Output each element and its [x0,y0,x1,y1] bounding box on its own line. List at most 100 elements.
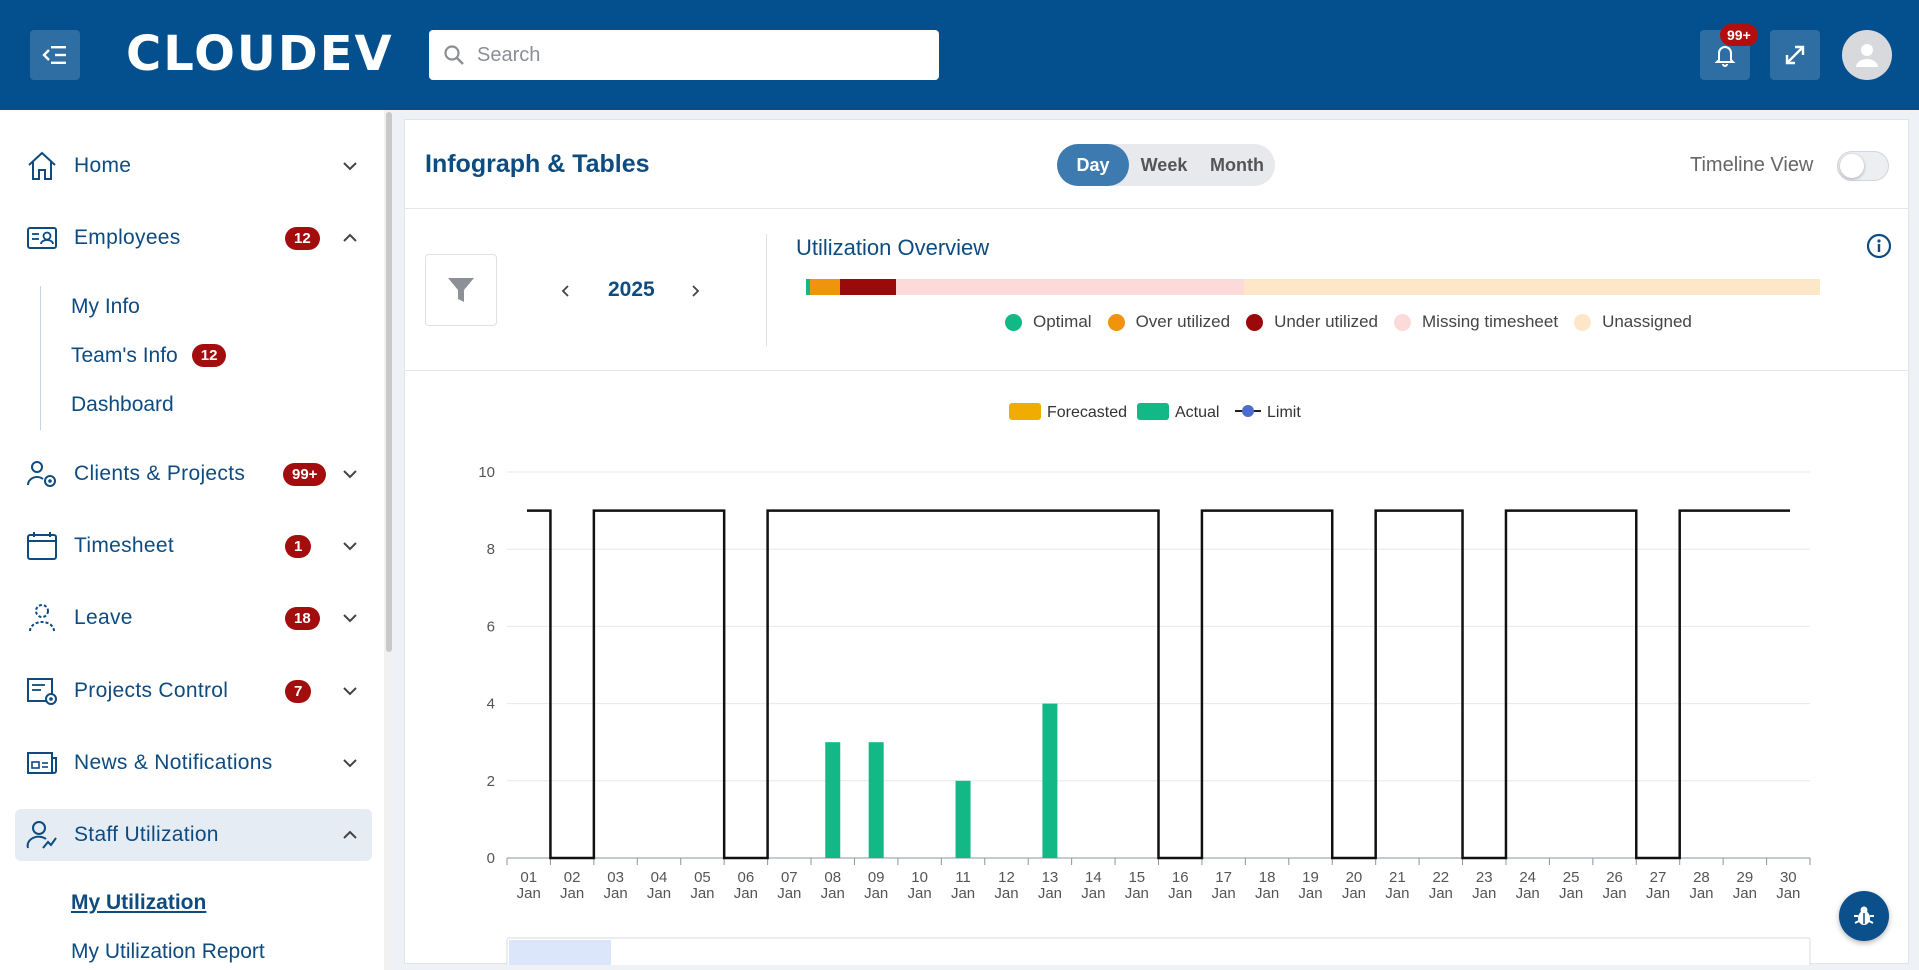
utilization-legend-item[interactable]: Optimal [1005,312,1092,332]
legend-label: Missing timesheet [1422,312,1559,331]
sidebar-subitem-my-utilization[interactable]: My Utilization [71,891,206,915]
x-tick-label: 14 [1085,869,1102,886]
chevron-right-icon [692,285,700,297]
chevron-down-icon [343,614,357,623]
legend-label: Optimal [1033,312,1092,331]
sidebar-scrollbar-thumb[interactable] [386,112,392,652]
x-tick-sublabel: Jan [1385,885,1409,902]
sidebar-item-clients-projects[interactable]: Clients & Projects 99+ [15,448,372,500]
x-tick-label: 29 [1737,869,1754,886]
vertical-divider [766,234,767,346]
x-tick-label: 04 [651,869,668,886]
x-tick-sublabel: Jan [690,885,714,902]
utilization-overview-title: Utilization Overview [796,235,990,260]
sidebar-item-employees[interactable]: Employees 12 [15,212,372,264]
home-icon [22,146,62,186]
x-tick-label: 03 [607,869,624,886]
fullscreen-button[interactable] [1770,30,1820,80]
x-tick-label: 02 [564,869,581,886]
sidebar-subitem-teams-info[interactable]: Team's Info 12 [71,344,227,368]
x-tick-sublabel: Jan [864,885,888,902]
leave-badge: 18 [285,606,320,630]
x-tick-sublabel: Jan [1255,885,1279,902]
legend-swatch-actual [1137,403,1169,420]
x-tick-label: 19 [1302,869,1319,886]
x-tick-sublabel: Jan [603,885,627,902]
timeline-view-toggle[interactable] [1837,151,1889,181]
y-tick-label: 8 [487,541,495,558]
x-tick-sublabel: Jan [1168,885,1192,902]
utilization-legend-item[interactable]: Missing timesheet [1394,312,1558,332]
x-tick-label: 09 [868,869,885,886]
year-label: 2025 [608,278,655,301]
person-chart-icon [22,815,62,855]
notifications-button[interactable]: 99+ [1700,24,1758,80]
x-tick-label: 30 [1780,869,1797,886]
utilization-legend-item[interactable]: Over utilized [1107,312,1230,332]
user-avatar[interactable] [1842,30,1892,80]
collapse-sidebar-button[interactable] [30,30,80,80]
x-tick-label: 17 [1215,869,1232,886]
timeline-view-label: Timeline View [1690,154,1814,176]
view-mode-month[interactable]: Month [1210,154,1264,175]
legend-dot [1574,313,1592,331]
x-tick-sublabel: Jan [1429,885,1453,902]
sidebar-item-label: Employees [74,226,181,249]
legend-dot [1107,313,1125,331]
x-tick-sublabel: Jan [1646,885,1670,902]
x-tick-label: 08 [824,869,841,886]
next-year-button[interactable] [684,280,706,302]
sidebar-subitem-my-utilization-report[interactable]: My Utilization Report [71,940,265,964]
legend-dot [1394,313,1412,331]
legend-label: Unassigned [1602,312,1692,331]
actual-bar [955,780,971,858]
info-icon[interactable] [1865,232,1893,260]
y-tick-label: 6 [487,618,495,635]
x-tick-label: 20 [1346,869,1363,886]
sidebar-item-staff-utilization[interactable]: Staff Utilization [15,809,372,861]
x-tick-label: 27 [1650,869,1667,886]
sidebar-item-home[interactable]: Home [15,140,372,192]
sidebar-item-timesheet[interactable]: Timesheet 1 [15,520,372,572]
y-tick-label: 10 [478,464,495,481]
legend-label: Limit [1267,404,1301,421]
utilization-legend-item[interactable]: Under utilized [1246,312,1378,332]
view-mode-week[interactable]: Week [1140,154,1188,175]
search-box[interactable] [429,30,939,80]
x-tick-label: 07 [781,869,798,886]
x-tick-sublabel: Jan [1298,885,1322,902]
x-tick-sublabel: Jan [1081,885,1105,902]
x-tick-sublabel: Jan [908,885,932,902]
utilization-segment-unassigned [1244,279,1820,295]
view-mode-day[interactable]: Day [1057,144,1129,186]
previous-year-button[interactable] [555,280,577,302]
x-tick-sublabel: Jan [560,885,584,902]
sidebar-item-leave[interactable]: Leave 18 [15,592,372,644]
x-tick-label: 01 [520,869,537,886]
chevron-up-icon [343,233,357,242]
limit-line [527,509,1790,860]
x-tick-sublabel: Jan [1559,885,1583,902]
legend-swatch-forecasted [1009,403,1041,420]
x-tick-sublabel: Jan [647,885,671,902]
employees-badge: 12 [285,226,320,250]
sidebar-subitem-my-info[interactable]: My Info [71,295,140,319]
legend-label: Forecasted [1047,404,1127,421]
sidebar-item-news-notifications[interactable]: News & Notifications [15,737,372,789]
bell-icon [1714,46,1736,67]
y-tick-label: 0 [487,850,495,867]
sidebar-item-projects-control[interactable]: Projects Control 7 [15,665,372,717]
submenu-guide-line [40,286,41,430]
actual-bar [868,742,884,858]
expand-icon [1785,45,1805,65]
x-tick-label: 16 [1172,869,1189,886]
divider [405,208,1908,209]
x-tick-label: 05 [694,869,711,886]
notifications-badge: 99+ [1720,24,1758,46]
report-bug-button[interactable] [1839,891,1889,941]
divider [405,370,1908,371]
search-input[interactable] [477,43,917,67]
filter-button[interactable] [425,254,497,326]
sidebar-subitem-dashboard[interactable]: Dashboard [71,393,174,417]
utilization-legend-item[interactable]: Unassigned [1574,312,1692,332]
